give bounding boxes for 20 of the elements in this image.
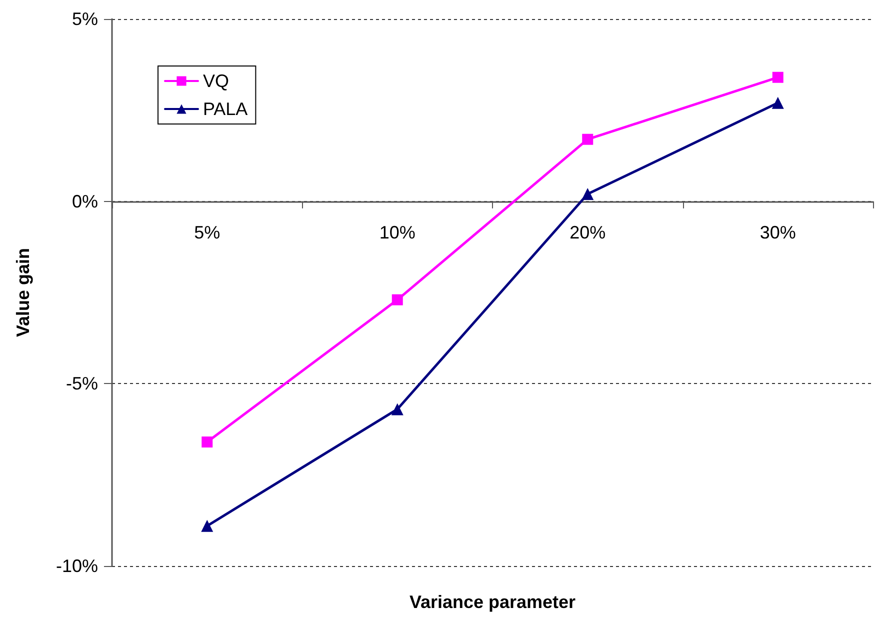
x-axis-title: Variance parameter — [409, 592, 576, 612]
legend-label: VQ — [203, 71, 230, 91]
x-tick-label: 30% — [760, 222, 796, 242]
point — [772, 72, 784, 83]
y-tick-label: 0% — [72, 191, 98, 212]
x-tick-label: 10% — [379, 222, 416, 242]
point — [202, 436, 213, 448]
x-tick-label: 5% — [194, 222, 220, 242]
point — [201, 520, 214, 532]
legend-label: PALA — [203, 99, 248, 119]
point — [392, 294, 403, 306]
y-axis-title: Value gain — [13, 248, 33, 338]
y-tick-label: -10% — [56, 556, 98, 576]
point — [582, 134, 594, 145]
x-tick-label: 20% — [570, 222, 606, 242]
point — [391, 403, 404, 416]
y-tick-label: -5% — [66, 374, 98, 394]
point — [582, 188, 594, 200]
point — [772, 96, 784, 109]
y-tick-label: 5% — [72, 9, 98, 29]
